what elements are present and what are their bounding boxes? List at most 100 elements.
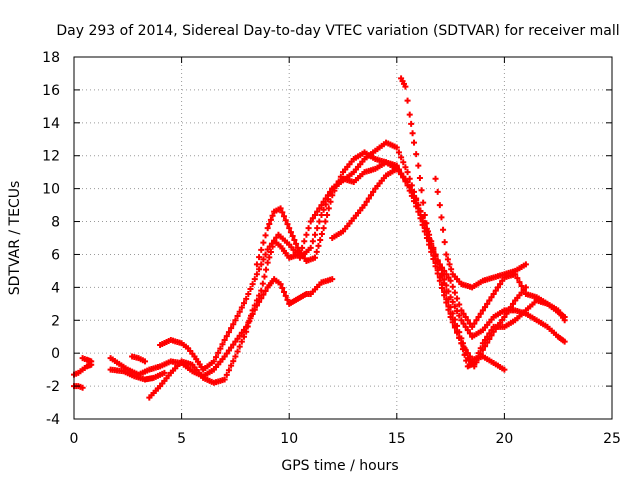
- data-point: [477, 345, 484, 352]
- data-point: [456, 334, 463, 341]
- data-point: [312, 231, 319, 238]
- data-point: [236, 343, 243, 350]
- y-axis-label: SDTVAR / TECUs: [7, 181, 23, 296]
- data-point: [415, 202, 422, 209]
- data-point: [230, 321, 237, 328]
- data-point: [269, 212, 276, 219]
- data-point: [331, 187, 338, 194]
- y-tick-label: 8: [51, 215, 60, 231]
- data-point: [258, 287, 265, 294]
- data-point: [228, 325, 235, 332]
- data-point: [393, 144, 400, 151]
- data-point: [561, 338, 568, 345]
- data-point: [335, 178, 342, 185]
- data-point: [445, 274, 452, 281]
- x-tick-label: 0: [70, 431, 79, 447]
- data-point: [249, 281, 256, 288]
- data-point: [464, 350, 471, 357]
- data-point: [473, 317, 480, 324]
- data-point: [458, 307, 465, 314]
- data-point: [289, 233, 296, 240]
- data-point: [484, 333, 491, 340]
- data-point: [223, 371, 230, 378]
- data-point: [460, 310, 467, 317]
- data-point: [333, 183, 340, 190]
- data-point: [444, 256, 451, 263]
- data-point: [248, 312, 255, 319]
- data-point: [441, 267, 448, 274]
- tick-marks: [73, 56, 613, 420]
- data-point: [251, 302, 258, 309]
- series-track-3: [79, 355, 95, 365]
- data-point: [314, 208, 321, 215]
- data-point: [479, 307, 486, 314]
- data-point: [440, 226, 447, 233]
- data-point: [309, 215, 316, 222]
- data-point: [447, 277, 454, 284]
- data-point: [309, 238, 316, 245]
- data-point: [316, 218, 323, 225]
- data-point: [454, 328, 461, 335]
- data-point: [234, 312, 241, 319]
- data-point: [258, 246, 265, 253]
- data-point: [291, 236, 298, 243]
- data-point: [253, 297, 260, 304]
- data-point: [490, 290, 497, 297]
- data-point: [241, 333, 248, 340]
- data-point: [223, 333, 230, 340]
- data-point: [462, 313, 469, 320]
- data-point: [522, 261, 529, 268]
- data-point: [461, 351, 468, 358]
- data-point: [415, 162, 422, 169]
- data-point: [497, 281, 504, 288]
- data-point: [325, 205, 332, 212]
- data-point: [432, 175, 439, 182]
- data-point: [230, 358, 237, 365]
- data-point: [259, 280, 266, 287]
- data-point: [486, 330, 493, 337]
- data-point: [460, 320, 467, 327]
- x-tick-label: 15: [388, 431, 406, 447]
- data-point: [561, 317, 568, 324]
- y-tick-label: 16: [42, 83, 60, 99]
- data-point: [520, 286, 527, 293]
- data-point: [279, 209, 286, 216]
- data-point: [475, 350, 482, 357]
- data-point: [438, 264, 445, 271]
- y-tick-label: 2: [51, 313, 60, 329]
- data-point: [142, 358, 149, 365]
- data-point: [488, 294, 495, 301]
- data-point: [408, 188, 415, 195]
- x-tick-label: 20: [495, 431, 513, 447]
- data-point: [473, 355, 480, 362]
- data-point: [312, 211, 319, 218]
- data-point: [413, 197, 420, 204]
- data-point: [451, 289, 458, 296]
- data-point: [430, 248, 437, 255]
- data-point: [88, 358, 95, 365]
- data-point: [518, 283, 525, 290]
- data-point: [260, 256, 267, 263]
- data-point: [425, 228, 432, 235]
- y-tick-label: 14: [42, 116, 60, 132]
- y-tick-label: 18: [42, 50, 60, 66]
- data-point: [315, 242, 322, 249]
- data-point: [293, 240, 300, 247]
- y-tick-label: 10: [42, 182, 60, 198]
- data-point: [267, 248, 274, 255]
- data-point: [307, 218, 314, 225]
- data-point: [426, 236, 433, 243]
- data-point: [232, 353, 239, 360]
- data-point: [314, 225, 321, 232]
- data-point: [286, 225, 293, 232]
- chart-title: Day 293 of 2014, Sidereal Day-to-day VTE…: [56, 23, 619, 39]
- data-point: [408, 120, 415, 127]
- data-point: [486, 297, 493, 304]
- data-point: [458, 340, 465, 347]
- series-track-6: [129, 353, 149, 365]
- data-point: [243, 328, 250, 335]
- data-point: [475, 313, 482, 320]
- y-tick-label: 0: [51, 346, 60, 362]
- data-point: [456, 312, 463, 319]
- x-axis-label: GPS time / hours: [281, 458, 398, 474]
